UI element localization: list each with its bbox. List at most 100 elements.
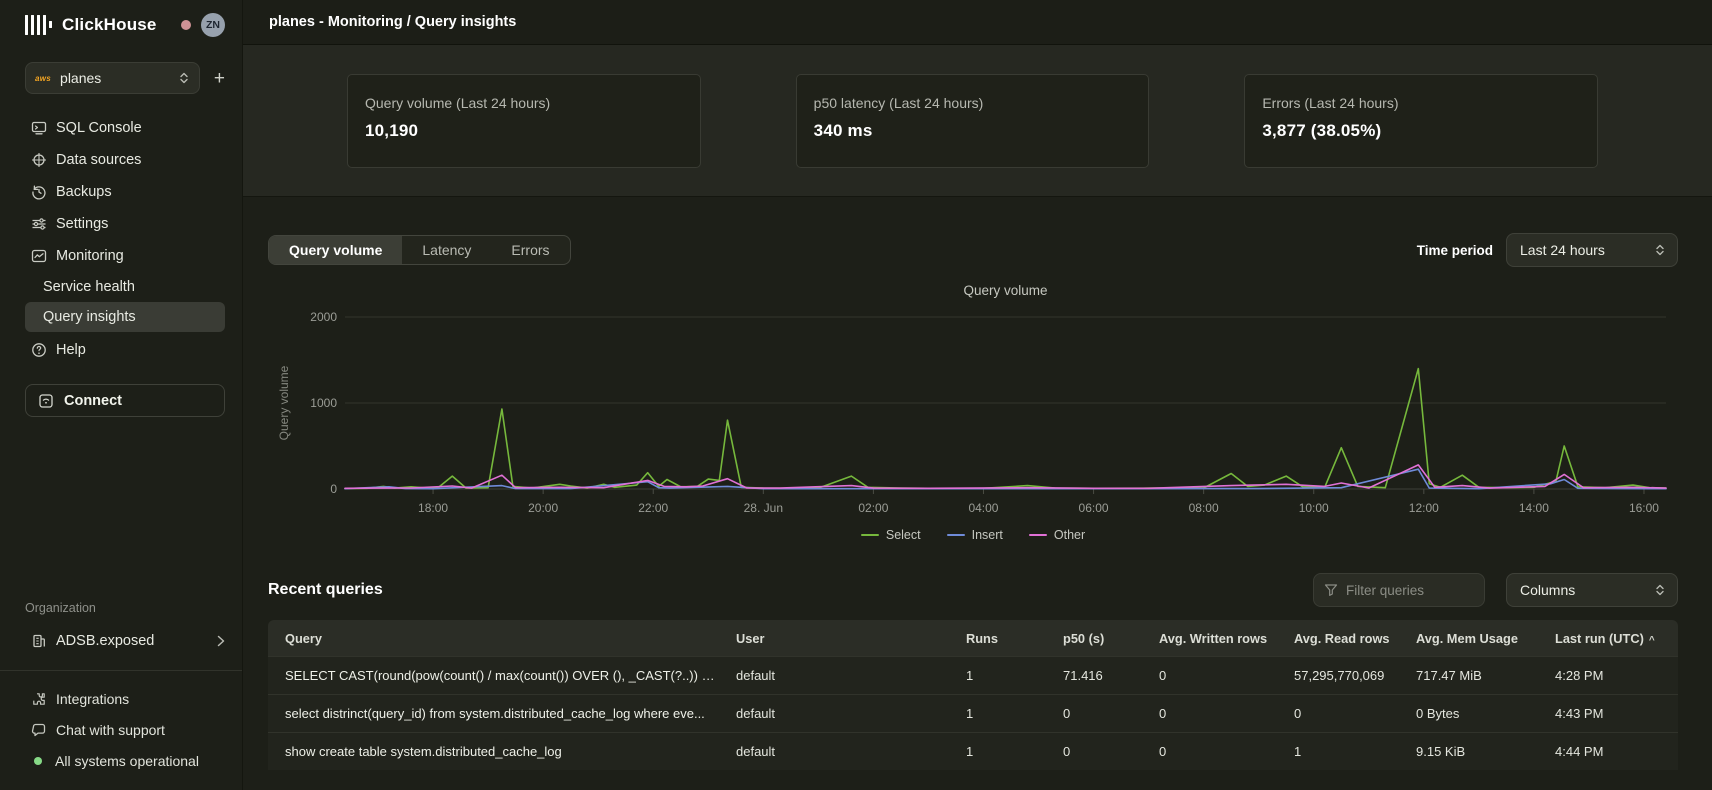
svg-text:Query volume: Query volume [277,365,291,440]
stat-card-errors: Errors (Last 24 hours) 3,877 (38.05%) [1244,74,1598,168]
column-header-mem-usage[interactable]: Avg. Mem Usage [1399,631,1538,646]
service-selector[interactable]: aws planes [25,62,200,94]
sidebar-item-sql-console[interactable]: SQL Console [25,112,225,144]
sidebar-item-query-insights[interactable]: Query insights [25,302,225,332]
svg-text:22:00: 22:00 [638,501,668,515]
legend-item-insert[interactable]: Insert [947,528,1003,542]
connect-button[interactable]: Connect [25,384,225,417]
cell-user: default [719,668,949,683]
sidebar: ClickHouse ZN aws planes + SQL Console D… [0,0,243,790]
sidebar-item-data-sources[interactable]: Data sources [25,144,225,176]
notification-dot-icon[interactable] [181,20,191,30]
system-status-item[interactable]: All systems operational [0,745,242,776]
sidebar-item-chat-with-support[interactable]: Chat with support [0,714,242,745]
organization-section-label: Organization [0,601,242,615]
settings-sliders-icon [30,216,47,233]
connect-button-label: Connect [64,393,122,409]
svg-text:08:00: 08:00 [1189,501,1219,515]
sidebar-item-help[interactable]: Help [25,334,225,366]
cell-runs: 1 [949,706,1046,721]
legend-item-other[interactable]: Other [1029,528,1085,542]
organization-building-icon [30,633,47,650]
add-service-button[interactable]: + [214,69,225,88]
cell-mem-usage: 9.15 KiB [1399,744,1538,759]
sidebar-item-monitoring[interactable]: Monitoring [25,240,225,272]
status-ok-dot-icon [34,757,42,765]
tab-query-volume[interactable]: Query volume [269,236,402,264]
svg-text:02:00: 02:00 [858,501,888,515]
clickhouse-logo-icon [25,15,52,35]
sidebar-item-integrations[interactable]: Integrations [0,683,242,714]
recent-queries-table: Query User Runs p50 (s) Avg. Written row… [268,620,1678,770]
stat-card-p50-latency: p50 latency (Last 24 hours) 340 ms [796,74,1150,168]
sidebar-item-settings[interactable]: Settings [25,208,225,240]
cell-read-rows: 0 [1277,706,1399,721]
tab-latency[interactable]: Latency [402,236,491,264]
backup-restore-icon [30,184,47,201]
sidebar-divider [0,670,242,671]
filter-queries-box[interactable] [1313,573,1485,607]
chart-tab-group: Query volume Latency Errors [268,235,571,265]
organization-item[interactable]: ADSB.exposed [0,626,242,656]
table-row[interactable]: select distrinct(query_id) from system.d… [268,694,1678,732]
filter-queries-input[interactable] [1346,583,1456,598]
cell-p50: 0 [1046,706,1142,721]
sidebar-item-service-health[interactable]: Service health [25,272,225,302]
tab-errors[interactable]: Errors [491,236,569,264]
column-header-p50[interactable]: p50 (s) [1046,631,1142,646]
stats-band: Query volume (Last 24 hours) 10,190 p50 … [243,45,1712,197]
column-header-read-rows[interactable]: Avg. Read rows [1277,631,1399,646]
table-row[interactable]: SELECT CAST(round(pow(count() / max(coun… [268,656,1678,694]
sidebar-item-label: Data sources [56,152,141,168]
sidebar-item-label: Query insights [43,309,136,325]
other-series-swatch-icon [1029,534,1047,537]
svg-text:2000: 2000 [310,310,337,324]
select-series-swatch-icon [861,534,879,537]
chat-bubble-icon [30,721,47,738]
svg-text:18:00: 18:00 [418,501,448,515]
column-header-user[interactable]: User [719,631,949,646]
sidebar-item-label: Integrations [56,691,129,707]
table-header-row: Query User Runs p50 (s) Avg. Written row… [268,620,1678,656]
sidebar-item-label: SQL Console [56,120,142,136]
aws-provider-icon: aws [35,74,51,83]
stat-value: 10,190 [365,121,683,141]
top-bar: planes - Monitoring / Query insights [243,0,1712,45]
filter-funnel-icon [1324,583,1338,597]
cell-runs: 1 [949,668,1046,683]
legend-item-select[interactable]: Select [861,528,921,542]
cell-runs: 1 [949,744,1046,759]
cell-query: SELECT CAST(round(pow(count() / max(coun… [268,668,719,683]
chevron-updown-icon [1655,244,1665,256]
stat-value: 340 ms [814,121,1132,141]
column-header-written-rows[interactable]: Avg. Written rows [1142,631,1277,646]
system-status-label: All systems operational [55,753,199,769]
column-header-query[interactable]: Query [268,631,719,646]
chevron-right-icon [217,635,225,647]
avatar[interactable]: ZN [201,13,225,37]
svg-text:1000: 1000 [310,396,337,410]
stat-label: p50 latency (Last 24 hours) [814,95,1132,111]
data-sources-icon [30,152,47,169]
svg-text:04:00: 04:00 [968,501,998,515]
time-period-select[interactable]: Last 24 hours [1506,233,1678,267]
sidebar-item-label: Monitoring [56,248,124,264]
columns-select[interactable]: Columns [1506,573,1678,607]
svg-text:0: 0 [330,482,337,496]
insert-series-swatch-icon [947,534,965,537]
cell-last-run: 4:28 PM [1538,668,1678,683]
organization-name: ADSB.exposed [56,633,154,649]
svg-text:12:00: 12:00 [1409,501,1439,515]
sidebar-item-label: Backups [56,184,112,200]
column-header-runs[interactable]: Runs [949,631,1046,646]
cell-mem-usage: 717.47 MiB [1399,668,1538,683]
query-volume-chart[interactable]: Query volumeQuery volume01000200018:0020… [268,275,1678,523]
table-row[interactable]: show create table system.distributed_cac… [268,732,1678,770]
column-header-last-run[interactable]: Last run (UTC)^ [1538,631,1678,646]
sidebar-item-backups[interactable]: Backups [25,176,225,208]
cell-user: default [719,706,949,721]
svg-text:14:00: 14:00 [1519,501,1549,515]
chevron-updown-icon [179,72,189,84]
stat-label: Query volume (Last 24 hours) [365,95,683,111]
sidebar-nav: SQL Console Data sources Backups Setting… [0,112,242,366]
